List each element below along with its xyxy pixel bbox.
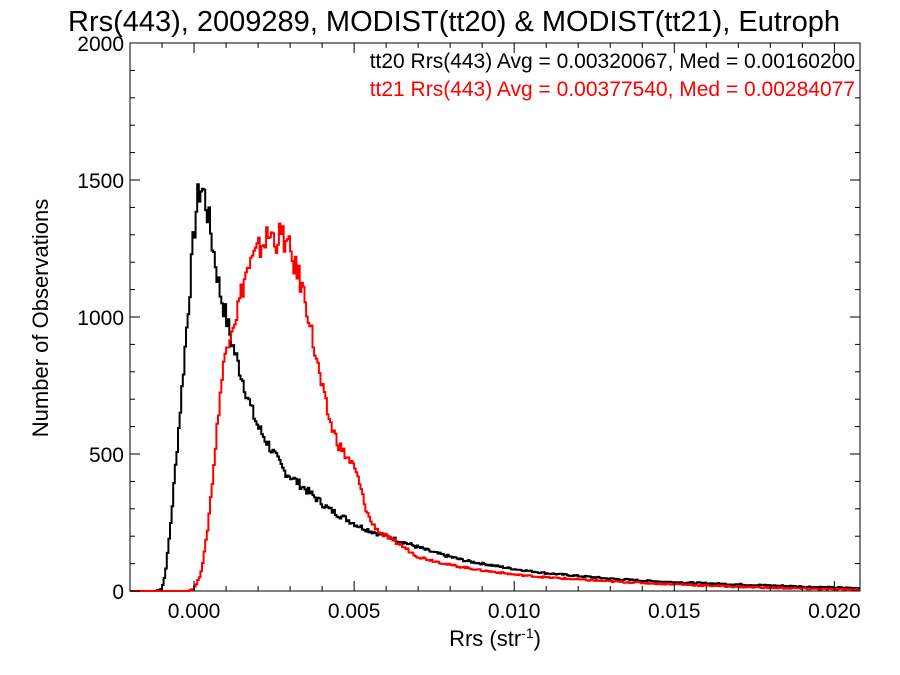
y-tick-label-2: 1000 xyxy=(77,307,124,330)
x-axis-label-main: Rrs (str xyxy=(449,626,521,651)
series-line-tt21 xyxy=(130,222,860,592)
series-layer xyxy=(130,183,860,592)
y-tick-label-0: 0 xyxy=(112,581,124,604)
y-axis-label: Number of Observations xyxy=(28,199,53,437)
plot-area: 0.000 0.005 0.010 0.015 0.020 0 500 1000 1500 20… xyxy=(77,33,860,623)
legend-entry-tt21: tt21 Rrs(443) Avg = 0.00377540, Med = 0.… xyxy=(370,78,855,101)
y-tick-label-4: 2000 xyxy=(77,33,124,56)
y-axis-ticks: 0 500 1000 1500 2000 xyxy=(77,33,860,604)
y-tick-label-1: 500 xyxy=(89,444,124,467)
x-axis-label-close: ) xyxy=(534,626,541,651)
x-axis-label-exponent: -1 xyxy=(521,625,534,641)
x-tick-label-2: 0.010 xyxy=(488,600,541,623)
x-tick-label-3: 0.015 xyxy=(648,600,701,623)
x-axis-ticks: 0.000 0.005 0.010 0.015 0.020 xyxy=(129,43,861,623)
x-tick-label-4: 0.020 xyxy=(808,600,861,623)
y-tick-label-3: 1500 xyxy=(77,170,124,193)
chart-title: Rrs(443), 2009289, MODIST(tt20) & MODIST… xyxy=(68,6,840,38)
plot-frame xyxy=(129,42,861,592)
series-line-tt20 xyxy=(130,183,860,592)
x-tick-label-1: 0.005 xyxy=(328,600,381,623)
legend-entry-tt20: tt20 Rrs(443) Avg = 0.00320067, Med = 0.… xyxy=(370,50,855,73)
x-axis-label: Rrs (str-1) xyxy=(449,625,541,651)
legend: tt20 Rrs(443) Avg = 0.00320067, Med = 0.… xyxy=(370,50,855,101)
x-tick-label-0: 0.000 xyxy=(168,600,221,623)
